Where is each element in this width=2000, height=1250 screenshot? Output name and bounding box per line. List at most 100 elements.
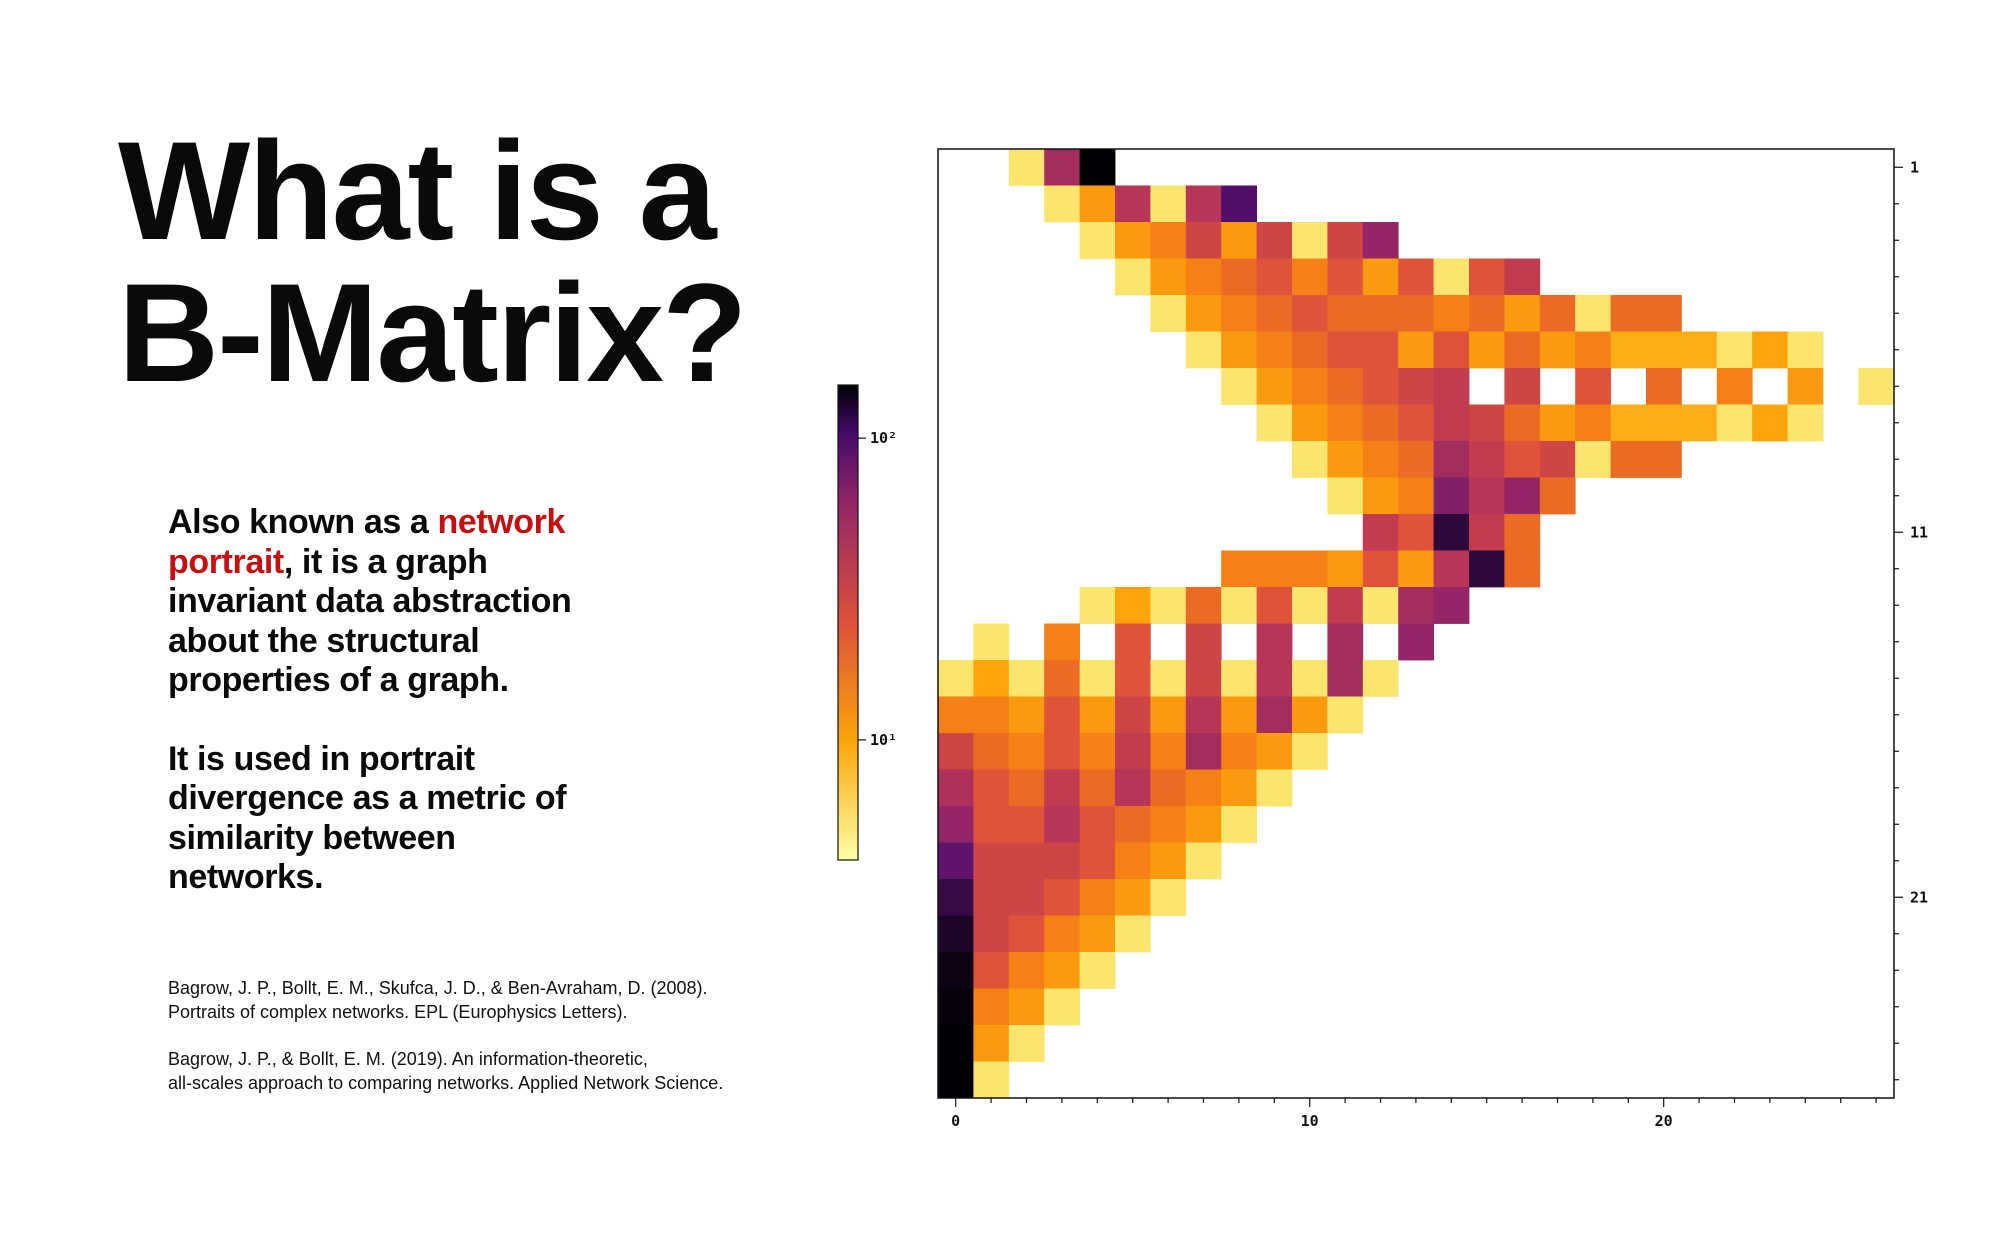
- heatmap-cell: [938, 1061, 974, 1099]
- reference-2-line-2: all-scales approach to comparing network…: [168, 1073, 724, 1093]
- heatmap-cell: [1433, 441, 1470, 478]
- heatmap-cell: [1115, 623, 1151, 661]
- heatmap-cell: [1221, 550, 1257, 588]
- heatmap-cell: [1115, 587, 1151, 624]
- heatmap-cell: [1504, 258, 1541, 296]
- description-continuation: , it is a graph invariant data abstracti…: [168, 542, 572, 700]
- heatmap-cell: [1646, 368, 1682, 405]
- heatmap-cell: [1327, 295, 1364, 332]
- heatmap-cell: [1150, 258, 1187, 296]
- heatmap-cell: [1044, 842, 1080, 880]
- heatmap-cell: [1539, 477, 1576, 515]
- heatmap-cell: [1398, 368, 1434, 405]
- heatmap-cell: [1504, 441, 1541, 478]
- heatmap-cell: [1115, 806, 1151, 843]
- heatmap-cell: [1610, 331, 1647, 369]
- heatmap-cell: [1327, 696, 1364, 734]
- heatmap-cell: [1256, 331, 1293, 369]
- heatmap-cell: [1292, 696, 1328, 734]
- heatmap-cell: [938, 879, 974, 916]
- heatmap-cell: [1115, 185, 1151, 223]
- heatmap-cell: [1079, 842, 1116, 880]
- heatmap-cell: [1610, 441, 1647, 478]
- heatmap-cell: [1327, 258, 1364, 296]
- heatmap-cell: [1787, 368, 1824, 405]
- heatmap-cell: [1079, 222, 1116, 259]
- heatmap-cell: [1292, 222, 1328, 259]
- colorbar-tick-label: 10²: [870, 429, 897, 447]
- heatmap-cell: [1221, 696, 1257, 734]
- heatmap-cell: [1115, 222, 1151, 259]
- heatmap-cell: [1787, 331, 1824, 369]
- heatmap-cell: [1079, 733, 1116, 770]
- heatmap-cell: [1681, 404, 1718, 442]
- heatmap-cell: [973, 1025, 1010, 1062]
- heatmap-cell: [1185, 331, 1222, 369]
- heatmap-cell: [1504, 331, 1541, 369]
- heatmap-cell: [938, 952, 974, 989]
- heatmap-cell: [1716, 331, 1753, 369]
- heatmap-cells: [938, 149, 1895, 1099]
- y-tick-label: 11: [1910, 523, 1928, 541]
- heatmap-cell: [1539, 331, 1576, 369]
- colorbar-ticks: 10¹ 10²: [858, 429, 897, 749]
- heatmap-cell: [1504, 477, 1541, 515]
- heatmap-cell: [1575, 295, 1611, 332]
- heatmap-cell: [1362, 441, 1399, 478]
- heatmap-cell: [1292, 295, 1328, 332]
- heatmap-cell: [1115, 769, 1151, 807]
- reference-2: Bagrow, J. P., & Bollt, E. M. (2019). An…: [168, 1047, 788, 1095]
- heatmap-cell: [1433, 368, 1470, 405]
- heatmap-cell: [1185, 660, 1222, 697]
- heatmap-cell: [1504, 404, 1541, 442]
- heatmap-cell: [1150, 222, 1187, 259]
- heatmap-cell: [1292, 587, 1328, 624]
- heatmap-cell: [938, 696, 974, 734]
- heatmap-cell: [1362, 477, 1399, 515]
- heatmap-cell: [1185, 295, 1222, 332]
- heatmap-cell: [1327, 441, 1364, 478]
- heatmap-cell: [1362, 404, 1399, 442]
- heatmap-cell: [938, 1025, 974, 1062]
- heatmap-cell: [1362, 295, 1399, 332]
- heatmap-cell: [1115, 915, 1151, 953]
- heatmap-cell: [1362, 587, 1399, 624]
- heatmap-cell: [1292, 404, 1328, 442]
- heatmap-cell: [1787, 404, 1824, 442]
- network-portrait-highlight: network portrait: [168, 503, 566, 581]
- heatmap-cell: [1044, 185, 1080, 223]
- description-paragraph-2: It is used in portrait divergence as a m…: [168, 739, 567, 897]
- heatmap-cell: [1150, 879, 1187, 916]
- heatmap-cell: [1539, 404, 1576, 442]
- heatmap-cell: [1362, 550, 1399, 588]
- heatmap-cell: [1575, 441, 1611, 478]
- heatmap-cell: [1150, 806, 1187, 843]
- heatmap-cell: [1256, 295, 1293, 332]
- heatmap-cell: [1433, 295, 1470, 332]
- heatmap-cell: [1044, 879, 1080, 916]
- heatmap-cell: [973, 842, 1010, 880]
- heatmap-cell: [1079, 879, 1116, 916]
- colorbar: 10¹ 10²: [837, 384, 897, 861]
- heatmap-cell: [1221, 222, 1257, 259]
- heatmap-cell: [1008, 915, 1045, 953]
- heatmap-cell: [1221, 806, 1257, 843]
- heatmap-cell: [1504, 368, 1541, 405]
- heatmap-cell: [1150, 769, 1187, 807]
- heatmap-cell: [1185, 185, 1222, 223]
- heatmap-cell: [1716, 404, 1753, 442]
- heatmap-cell: [1610, 404, 1647, 442]
- heatmap-cell: [1539, 295, 1576, 332]
- heatmap-cell: [1469, 295, 1505, 332]
- heatmap-cell: [1044, 149, 1080, 186]
- heatmap-cell: [1256, 660, 1293, 697]
- description: Also known as a network portrait, it is …: [168, 503, 588, 898]
- heatmap-cell: [1646, 331, 1682, 369]
- reference-1-line-2: Portraits of complex networks. EPL (Euro…: [168, 1002, 628, 1022]
- heatmap-cell: [1008, 149, 1045, 186]
- heatmap-cell: [1185, 842, 1222, 880]
- heatmap-cell: [1469, 550, 1505, 588]
- heatmap-cell: [1008, 952, 1045, 989]
